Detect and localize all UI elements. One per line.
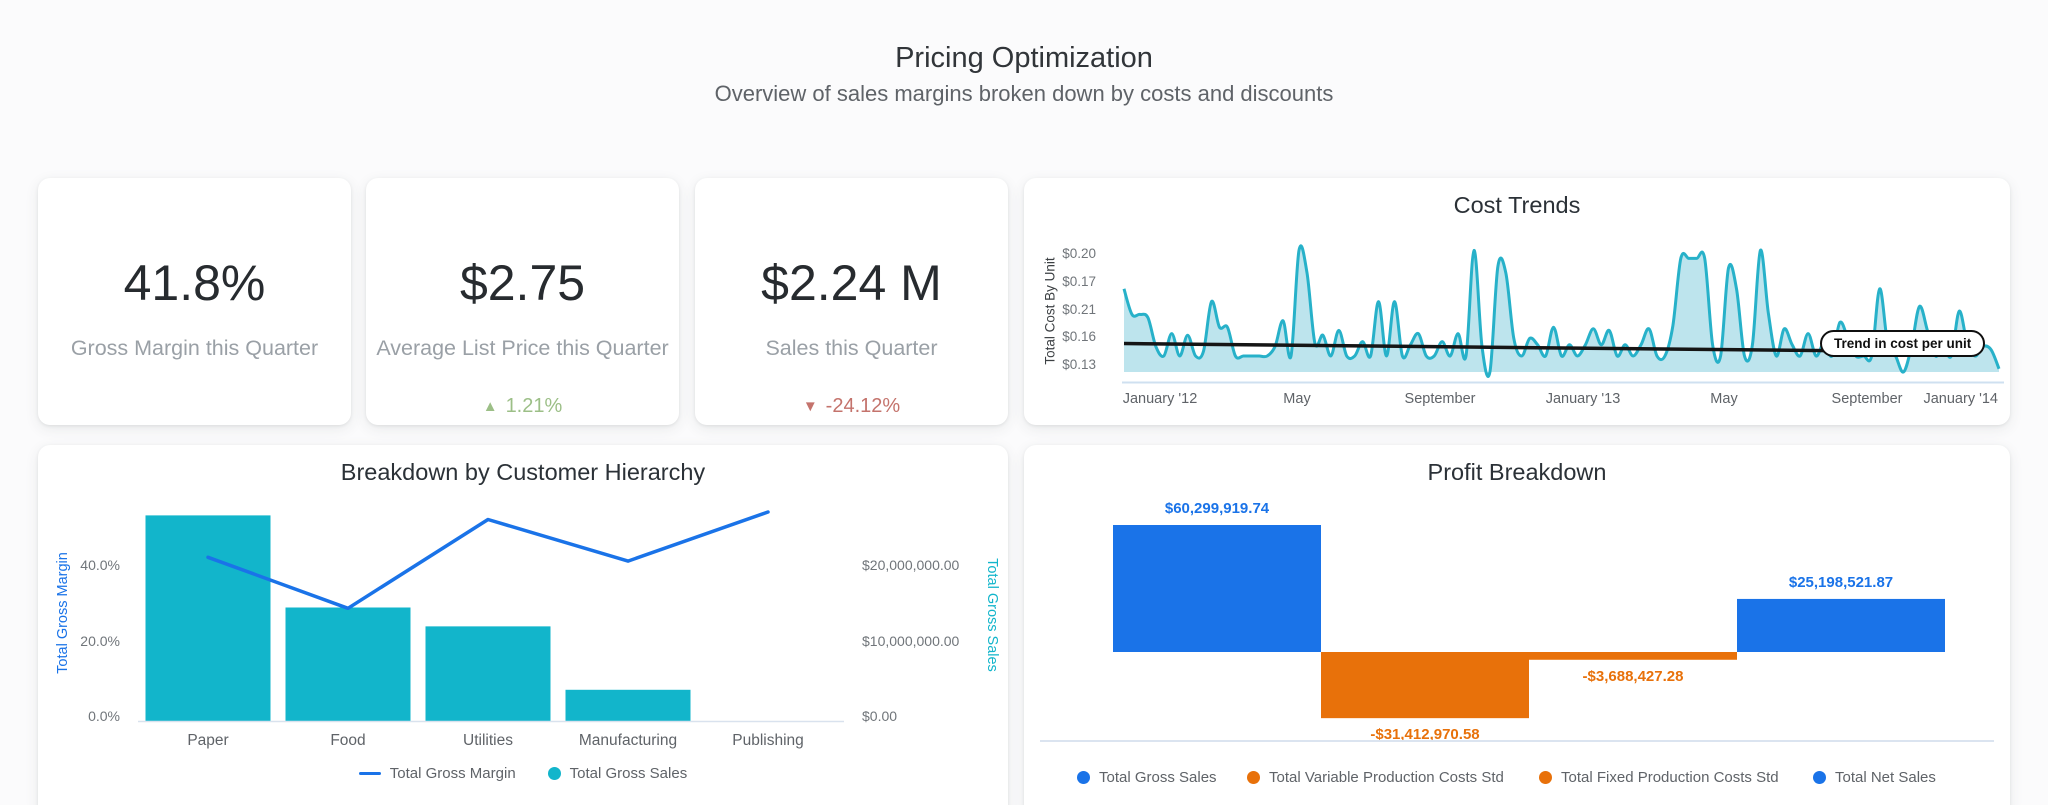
waterfall-bar-4[interactable] [1737, 598, 1945, 652]
legend-item-total-gross-sales[interactable]: Total Gross Sales [1077, 769, 1217, 786]
legend-item-total-fixed-production-costs-std[interactable]: Total Fixed Production Costs Std [1539, 769, 1779, 786]
customer-breakdown-combo-chart[interactable] [38, 445, 1008, 805]
profit-breakdown-card: Profit Breakdown $60,299,919.74 -$31,412,… [1024, 445, 2010, 805]
legend-divider [1040, 740, 1994, 742]
kpi-delta-text: -24.12% [825, 395, 901, 417]
bar-value-label: $60,299,919.74 [1164, 500, 1270, 517]
kpi-value: $2.75 [459, 255, 586, 311]
dot-swatch-icon [1247, 771, 1260, 784]
chart-title-profit-breakdown: Profit Breakdown [1427, 459, 1607, 485]
gross-sales-bar-food[interactable] [285, 607, 411, 722]
x-tick-label: September [1404, 391, 1476, 407]
legend-label: Total Gross Sales [569, 765, 688, 782]
legend-item-total-gross-margin[interactable]: Total Gross Margin [358, 765, 516, 782]
right-axis-tick: $10,000,000.00 [862, 633, 960, 649]
page-subtitle: Overview of sales margins broken down by… [714, 81, 1334, 106]
line-swatch-icon [358, 771, 381, 776]
chart-title-cost-trends: Cost Trends [1453, 192, 1581, 218]
kpi-value: 41.8% [123, 255, 266, 311]
customer-hierarchy-breakdown-card: Breakdown by Customer Hierarchy Total Gr… [38, 445, 1008, 805]
legend-label: Total Fixed Production Costs Std [1561, 769, 1779, 786]
kpi-delta-badge: ▼ -24.12% [695, 395, 1008, 418]
breakdown-legend: Total Gross Margin Total Gross Sales [38, 765, 1008, 782]
category-label-food: Food [330, 732, 366, 749]
bar-value-label: -$3,688,427.28 [1582, 667, 1684, 685]
left-axis-tick: 0.0% [88, 708, 120, 724]
gross-sales-bar-utilities[interactable] [425, 626, 551, 722]
left-axis-tick: 20.0% [80, 633, 120, 649]
waterfall-bar-1[interactable] [1113, 525, 1321, 652]
kpi-label: Gross Margin this Quarter [70, 336, 319, 360]
dot-swatch-icon [1813, 771, 1826, 784]
y-tick-label: $0.21 [1062, 302, 1096, 317]
kpi-delta-text: 1.21% [505, 395, 563, 417]
x-tick-label: January '13 [1545, 391, 1621, 407]
kpi-label: Sales this Quarter [765, 336, 938, 360]
right-axis-tick: $0.00 [862, 708, 898, 724]
kpi-value: $2.24 M [761, 255, 942, 311]
dot-swatch-icon [1539, 771, 1552, 784]
x-tick-label: January '14 [1923, 391, 1998, 407]
y-tick-label: $0.13 [1062, 357, 1096, 372]
trendline-annotation: Trend in cost per unit [1820, 330, 1986, 357]
y-tick-label: $0.20 [1062, 246, 1096, 261]
profit-breakdown-waterfall-chart[interactable] [1024, 445, 2010, 805]
x-tick-label: January '12 [1122, 391, 1198, 407]
dot-swatch-icon [1077, 771, 1090, 784]
x-tick-label: September [1831, 391, 1903, 407]
y-tick-label: $0.17 [1062, 274, 1096, 289]
kpi-delta-badge: ▲ 1.21% [366, 395, 679, 418]
waterfall-bar-3[interactable] [1529, 652, 1737, 660]
kpi-card-gross-margin: 41.8% Gross Margin this Quarter [38, 178, 351, 425]
legend-item-total-variable-production-costs-std[interactable]: Total Variable Production Costs Std [1247, 769, 1504, 786]
bar-value-label: -$31,412,970.58 [1370, 726, 1480, 744]
x-tick-label: May [1710, 391, 1738, 407]
legend-item-total-net-sales[interactable]: Total Net Sales [1813, 769, 1936, 786]
kpi-label: Average List Price this Quarter [376, 336, 669, 360]
kpi-card-sales: $2.24 M Sales this Quarter ▼ -24.12% [695, 178, 1008, 425]
kpi-card-average-list-price: $2.75 Average List Price this Quarter ▲ … [366, 178, 679, 425]
chart-title-customer-breakdown: Breakdown by Customer Hierarchy [340, 459, 706, 485]
legend-label: Total Gross Sales [1099, 769, 1217, 786]
report-header: Pricing Optimization Overview of sales m… [0, 0, 2048, 107]
cost-trends-card: Cost Trends Total Cost By Unit $0.20 $0.1… [1024, 178, 2010, 425]
right-axis-tick: $20,000,000.00 [862, 557, 960, 573]
gross-sales-bar-manufacturing[interactable] [565, 689, 691, 722]
y-tick-label: $0.16 [1062, 329, 1096, 344]
category-label-paper: Paper [187, 732, 229, 749]
legend-label: Total Variable Production Costs Std [1269, 769, 1504, 786]
up-triangle-icon: ▲ [482, 397, 498, 415]
page-title: Pricing Optimization [895, 42, 1153, 74]
gross-sales-bar-paper[interactable] [145, 515, 271, 722]
down-triangle-icon: ▼ [802, 397, 818, 415]
cost-trends-area-chart[interactable] [1024, 178, 2010, 425]
left-axis-tick: 40.0% [80, 557, 120, 573]
x-tick-label: May [1283, 391, 1311, 407]
legend-label: Total Net Sales [1835, 769, 1936, 786]
legend-label: Total Gross Margin [389, 765, 516, 782]
dot-swatch-icon [547, 767, 561, 780]
waterfall-bar-2[interactable] [1321, 652, 1529, 719]
bar-value-label: $25,198,521.87 [1788, 573, 1894, 591]
trend-line [1123, 341, 1843, 353]
legend-item-total-gross-sales[interactable]: Total Gross Sales [547, 765, 688, 782]
category-label-utilities: Utilities [463, 732, 513, 749]
category-label-publishing: Publishing [732, 732, 804, 749]
category-label-manufacturing: Manufacturing [578, 732, 678, 749]
gross-margin-line[interactable] [206, 510, 770, 611]
